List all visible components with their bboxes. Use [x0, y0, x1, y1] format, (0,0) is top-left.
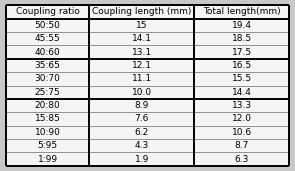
Text: 8.9: 8.9 [135, 101, 149, 110]
FancyBboxPatch shape [194, 99, 289, 112]
FancyBboxPatch shape [89, 86, 194, 99]
FancyBboxPatch shape [6, 99, 89, 112]
FancyBboxPatch shape [6, 112, 89, 126]
FancyBboxPatch shape [89, 32, 194, 45]
Text: 1.9: 1.9 [135, 155, 149, 164]
FancyBboxPatch shape [6, 86, 89, 99]
Text: 12.1: 12.1 [132, 61, 152, 70]
Text: 17.5: 17.5 [232, 48, 252, 56]
Text: 13.3: 13.3 [232, 101, 252, 110]
Text: 12.0: 12.0 [232, 115, 252, 123]
Text: 11.1: 11.1 [132, 74, 152, 83]
FancyBboxPatch shape [194, 153, 289, 166]
Text: 14.1: 14.1 [132, 34, 152, 43]
FancyBboxPatch shape [89, 126, 194, 139]
Text: 15:85: 15:85 [35, 115, 60, 123]
FancyBboxPatch shape [194, 139, 289, 153]
Text: 35:65: 35:65 [35, 61, 60, 70]
Text: Total length(mm): Total length(mm) [203, 7, 281, 16]
Text: 8.7: 8.7 [235, 141, 249, 150]
FancyBboxPatch shape [89, 139, 194, 153]
Text: Coupling ratio: Coupling ratio [16, 7, 80, 16]
Text: 10.6: 10.6 [232, 128, 252, 137]
Text: 13.1: 13.1 [132, 48, 152, 56]
Text: 4.3: 4.3 [135, 141, 149, 150]
Text: 50:50: 50:50 [35, 21, 60, 30]
Text: 1:99: 1:99 [37, 155, 58, 164]
FancyBboxPatch shape [194, 45, 289, 59]
FancyBboxPatch shape [6, 126, 89, 139]
FancyBboxPatch shape [6, 139, 89, 153]
FancyBboxPatch shape [194, 59, 289, 72]
Text: 40:60: 40:60 [35, 48, 60, 56]
FancyBboxPatch shape [6, 72, 89, 86]
FancyBboxPatch shape [194, 18, 289, 32]
Text: 45:55: 45:55 [35, 34, 60, 43]
Text: 15: 15 [136, 21, 148, 30]
FancyBboxPatch shape [194, 112, 289, 126]
FancyBboxPatch shape [89, 153, 194, 166]
FancyBboxPatch shape [194, 5, 289, 18]
Text: 6.2: 6.2 [135, 128, 149, 137]
Text: 7.6: 7.6 [135, 115, 149, 123]
Text: 5:95: 5:95 [37, 141, 58, 150]
FancyBboxPatch shape [6, 45, 89, 59]
FancyBboxPatch shape [194, 72, 289, 86]
Text: 19.4: 19.4 [232, 21, 252, 30]
Text: Coupling length (mm): Coupling length (mm) [92, 7, 191, 16]
Text: 6.3: 6.3 [235, 155, 249, 164]
FancyBboxPatch shape [89, 18, 194, 32]
FancyBboxPatch shape [6, 32, 89, 45]
Text: 20:80: 20:80 [35, 101, 60, 110]
Text: 15.5: 15.5 [232, 74, 252, 83]
FancyBboxPatch shape [89, 59, 194, 72]
FancyBboxPatch shape [6, 153, 89, 166]
FancyBboxPatch shape [89, 45, 194, 59]
Text: 30:70: 30:70 [35, 74, 60, 83]
Text: 10:90: 10:90 [35, 128, 60, 137]
FancyBboxPatch shape [194, 126, 289, 139]
FancyBboxPatch shape [6, 59, 89, 72]
FancyBboxPatch shape [6, 18, 89, 32]
Text: 14.4: 14.4 [232, 88, 252, 97]
FancyBboxPatch shape [194, 86, 289, 99]
FancyBboxPatch shape [89, 112, 194, 126]
FancyBboxPatch shape [89, 72, 194, 86]
FancyBboxPatch shape [194, 32, 289, 45]
Text: 25:75: 25:75 [35, 88, 60, 97]
Text: 16.5: 16.5 [232, 61, 252, 70]
FancyBboxPatch shape [89, 99, 194, 112]
Text: 18.5: 18.5 [232, 34, 252, 43]
FancyBboxPatch shape [89, 5, 194, 18]
Text: 10.0: 10.0 [132, 88, 152, 97]
FancyBboxPatch shape [6, 5, 89, 18]
